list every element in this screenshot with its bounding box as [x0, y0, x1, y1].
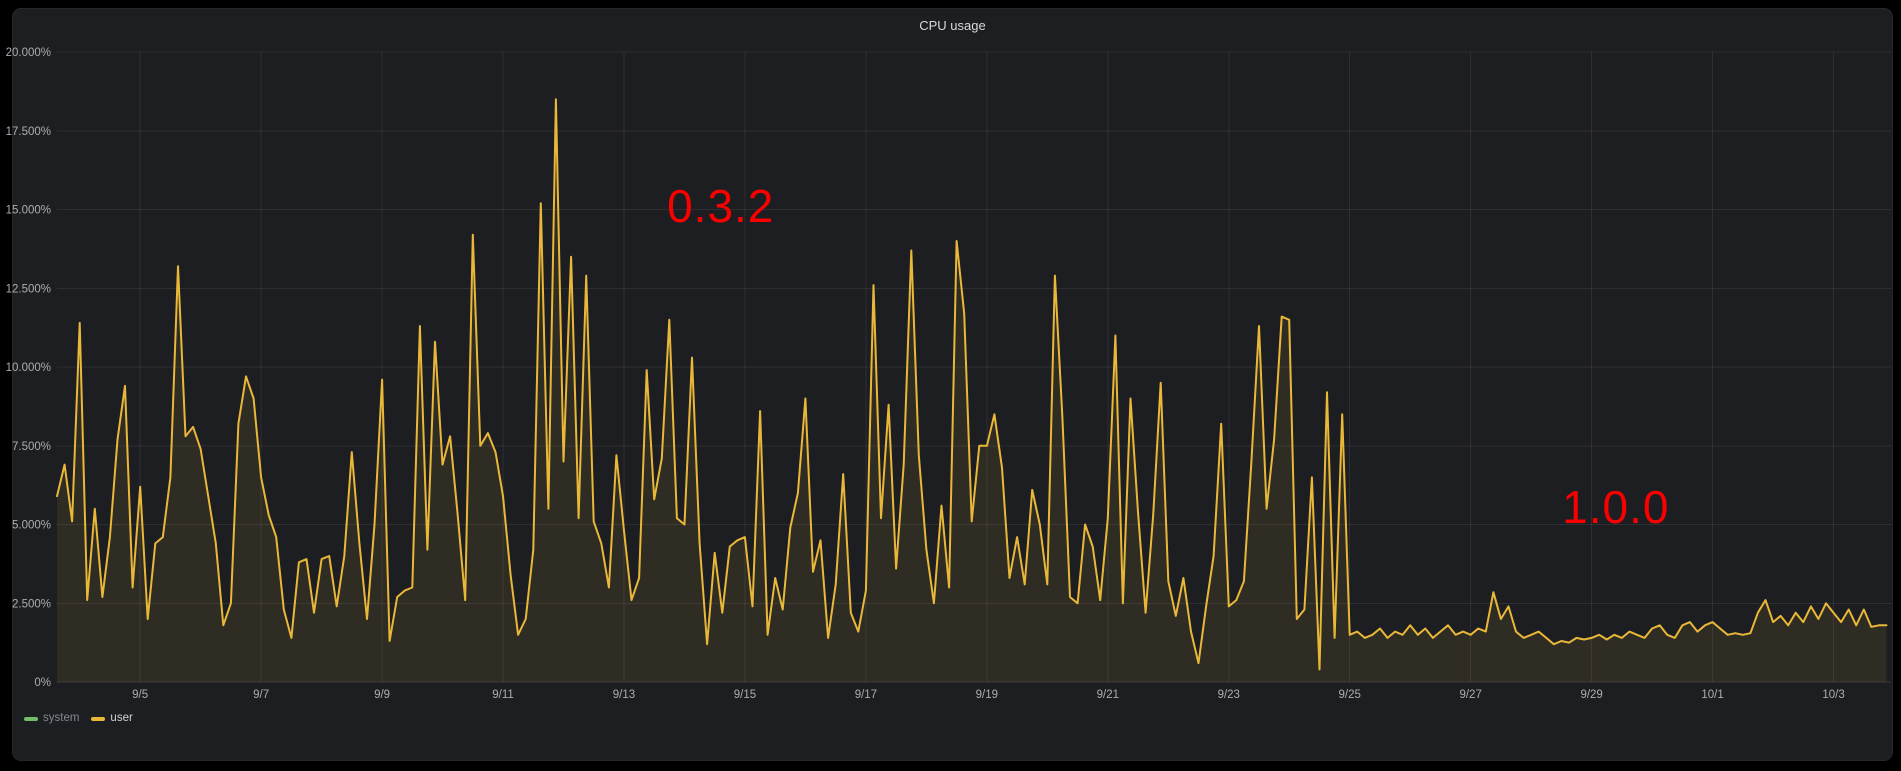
x-tick-label: 9/25	[1339, 689, 1361, 701]
x-tick-label: 9/7	[253, 689, 269, 701]
series-line-user	[56, 98, 1888, 671]
x-tick-label: 9/17	[855, 689, 877, 701]
y-tick-label: 10.000%	[6, 362, 51, 374]
y-tick-label: 5.000%	[12, 520, 51, 532]
x-tick-label: 9/21	[1097, 689, 1119, 701]
x-tick-label: 10/1	[1701, 689, 1723, 701]
legend-label-system: system	[43, 712, 80, 724]
panel-title[interactable]: CPU usage	[919, 18, 986, 33]
x-tick-label: 9/11	[492, 689, 514, 701]
series-color-marker-system	[24, 716, 38, 721]
y-tick-label: 7.500%	[12, 441, 51, 453]
y-tick-label: 17.500%	[6, 126, 51, 138]
y-tick-label: 0%	[34, 677, 51, 689]
x-tick-label: 9/23	[1218, 689, 1240, 701]
x-tick-label: 9/9	[374, 689, 390, 701]
y-tick-label: 2.500%	[12, 598, 51, 610]
y-tick-label: 20.000%	[6, 47, 51, 59]
legend-label-user: user	[110, 712, 133, 724]
y-tick-label: 15.000%	[6, 205, 51, 217]
x-tick-label: 9/5	[132, 689, 148, 701]
series-fill-user	[57, 99, 1887, 683]
version-annotation-1-0-0: 1.0.0	[1562, 481, 1670, 534]
x-tick-label: 9/27	[1459, 689, 1481, 701]
legend-item-user[interactable]: user	[91, 712, 133, 725]
x-tick-label: 9/15	[734, 689, 756, 701]
x-tick-label: 9/29	[1580, 689, 1602, 701]
series-color-marker-user	[91, 716, 106, 721]
x-tick-label: 9/19	[976, 689, 998, 701]
x-tick-label: 10/3	[1822, 689, 1844, 701]
y-tick-label: 12.500%	[6, 283, 51, 295]
x-tick-label: 9/13	[613, 689, 635, 701]
legend: system user	[24, 712, 133, 725]
legend-item-system[interactable]: system	[24, 712, 80, 725]
version-annotation-0-3-2: 0.3.2	[667, 180, 775, 233]
